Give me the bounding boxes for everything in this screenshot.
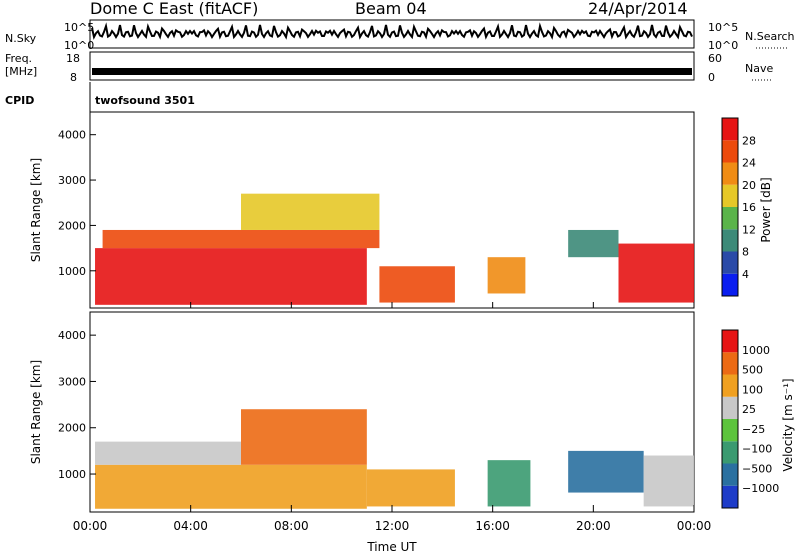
velocity-ytick-label: 4000 [58, 329, 86, 342]
velocity-colorbar-cell [722, 330, 738, 353]
x-axis-label: Time UT [366, 540, 417, 554]
velocity-colorbar: 1000 500 100 25 −25 −100 −500 −1000 [721, 329, 779, 509]
freq-unit-label: [MHz] [5, 65, 37, 78]
power-colorbar-label: Power [dB] [759, 177, 773, 242]
nave-label: Nave [745, 62, 773, 75]
freq-label: Freq. [5, 52, 32, 65]
velocity-yticks: 4000 3000 2000 1000 [58, 329, 96, 481]
power-ytick-label: 4000 [58, 129, 86, 142]
velocity-ytick-label: 2000 [58, 422, 86, 435]
station-title: Dome C East (fitACF) [90, 0, 258, 18]
velocity-region-5 [568, 450, 644, 493]
nave-tick-bottom: 0 [708, 71, 715, 84]
nsearch-label: N.Search [745, 30, 795, 43]
nsky-tick-bottom: 10^0 [64, 39, 94, 52]
velocity-colorbar-tick: 500 [742, 364, 763, 377]
power-ytick-label: 3000 [58, 174, 86, 187]
velocity-colorbar-label: Velocity [m s⁻¹] [781, 378, 795, 471]
nsky-trace [91, 22, 693, 40]
power-colorbar: 28 24 20 16 12 8 4 [721, 117, 756, 297]
x-tick-label: 00:00 [73, 519, 108, 533]
freq-tick-bottom: 8 [70, 71, 77, 84]
power-colorbar-cell [722, 273, 738, 296]
power-colorbar-frame [721, 117, 739, 297]
cpid-label: CPID [5, 94, 34, 107]
velocity-colorbar-cell [722, 396, 738, 419]
velocity-colorbar-cell [722, 419, 738, 442]
velocity-colorbar-cell [722, 485, 738, 508]
power-colorbar-cell [722, 251, 738, 274]
date-label: 24/Apr/2014 [588, 0, 688, 18]
freq-panel [89, 51, 695, 81]
velocity-region-6 [643, 455, 694, 507]
power-colorbar-cell [722, 118, 738, 141]
x-axis-ticks: 00:00 04:00 08:00 12:00 16:00 20:00 00:00 [73, 302, 712, 533]
velocity-colorbar-tick: 25 [742, 403, 756, 416]
velocity-colorbar-tick: 100 [742, 383, 763, 396]
power-region-5 [618, 243, 694, 303]
velocity-data [95, 409, 694, 509]
power-colorbar-cell [722, 140, 738, 163]
power-region-3 [487, 257, 526, 294]
nave-tick-top: 60 [708, 52, 722, 65]
velocity-region-4 [487, 460, 531, 507]
velocity-region-3 [366, 469, 455, 507]
x-tick-label: 00:00 [677, 519, 712, 533]
power-colorbar-tick: 4 [742, 268, 749, 281]
power-colorbar-tick: 8 [742, 246, 749, 259]
velocity-ytick-label: 3000 [58, 375, 86, 388]
velocity-colorbar-tick: −100 [742, 443, 772, 456]
x-tick-label: 20:00 [576, 519, 611, 533]
velocity-region-0 [95, 464, 367, 509]
power-region-0 [95, 248, 367, 305]
power-region-4 [568, 229, 619, 258]
velocity-region-2 [241, 409, 367, 465]
freq-line [92, 68, 692, 75]
nsearch-tick-top: 10^5 [708, 21, 738, 34]
power-region-2 [379, 266, 455, 303]
freq-trace [92, 68, 692, 75]
velocity-colorbar-cell [722, 374, 738, 397]
power-colorbar-tick: 16 [742, 201, 756, 214]
power-ytick-label: 1000 [58, 265, 86, 278]
x-tick-label: 12:00 [375, 519, 410, 533]
cpid-value: twofsound 3501 [95, 94, 195, 107]
velocity-ylabel: Slant Range [km] [29, 360, 43, 464]
power-colorbar-tick: 12 [742, 223, 756, 236]
power-colorbar-tick: 20 [742, 179, 756, 192]
power-yticks: 4000 3000 2000 1000 [58, 129, 96, 278]
velocity-colorbar-tick: −25 [742, 423, 765, 436]
power-colorbar-cell [722, 184, 738, 207]
power-region-1 [102, 229, 380, 249]
nsky-tick-top: 10^5 [64, 21, 94, 34]
velocity-colorbar-frame [721, 329, 739, 509]
power-region-6 [241, 193, 380, 230]
velocity-ytick-label: 1000 [58, 468, 86, 481]
velocity-colorbar-tick: −1000 [742, 482, 779, 495]
x-tick-label: 16:00 [475, 519, 510, 533]
freq-tick-top: 18 [66, 52, 80, 65]
nsky-label: N.Sky [5, 32, 37, 45]
beam-label: Beam 04 [355, 0, 427, 18]
nsky-line [91, 22, 693, 40]
velocity-region-1 [95, 441, 242, 465]
power-colorbar-cell [722, 229, 738, 252]
power-colorbar-cell [722, 207, 738, 230]
velocity-colorbar-cell [722, 352, 738, 375]
power-data [95, 193, 694, 305]
velocity-colorbar-cell [722, 441, 738, 464]
power-ytick-label: 2000 [58, 219, 86, 232]
power-colorbar-cell [722, 162, 738, 185]
velocity-colorbar-tick: 1000 [742, 344, 770, 357]
nsky-panel [89, 19, 695, 49]
power-colorbar-tick: 28 [742, 134, 756, 147]
nsearch-tick-bottom: 10^0 [708, 39, 738, 52]
velocity-colorbar-cell [722, 463, 738, 486]
velocity-colorbar-tick: −500 [742, 462, 772, 475]
x-tick-label: 04:00 [173, 519, 208, 533]
x-tick-label: 08:00 [274, 519, 309, 533]
power-colorbar-tick: 24 [742, 157, 756, 170]
power-ylabel: Slant Range [km] [29, 158, 43, 262]
